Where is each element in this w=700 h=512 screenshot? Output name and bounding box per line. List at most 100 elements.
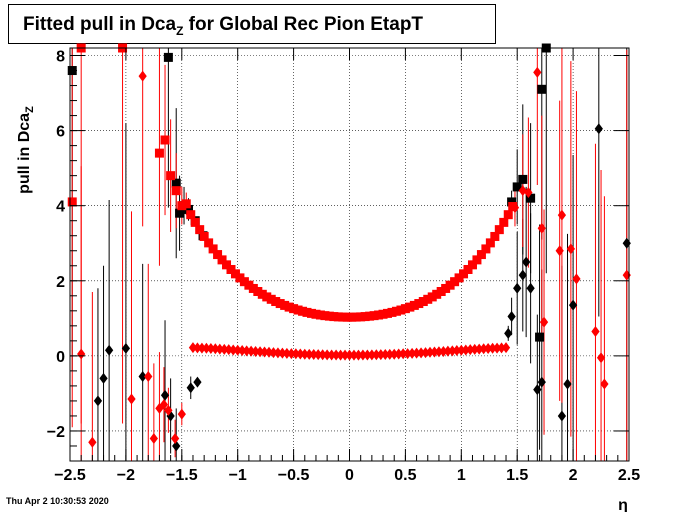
data-point: [340, 349, 350, 361]
data-point: [195, 225, 205, 235]
data-point: [211, 343, 220, 355]
data-point: [251, 345, 260, 357]
data-point: [399, 348, 408, 360]
data-point: [504, 327, 513, 339]
data-point: [77, 348, 86, 360]
data-point: [300, 348, 309, 360]
data-point: [273, 347, 283, 359]
data-point: [121, 342, 131, 354]
data-point: [518, 174, 528, 184]
data-point: [193, 376, 202, 388]
x-tick-label: −0.5: [278, 467, 310, 484]
data-point: [494, 225, 504, 235]
data-point: [287, 348, 296, 360]
y-tick-label: 2: [56, 274, 65, 291]
data-point: [233, 344, 242, 356]
data-point: [171, 178, 181, 188]
data-point: [296, 348, 305, 360]
data-point: [416, 347, 426, 359]
data-point: [202, 342, 211, 354]
data-point: [568, 299, 578, 311]
x-tick-label: 1: [457, 467, 466, 484]
data-markers: [67, 43, 631, 452]
data-point: [403, 348, 412, 360]
title-rest: for Global Rec Pion EtapT: [183, 14, 424, 35]
data-point: [539, 316, 549, 328]
data-point: [220, 343, 229, 355]
data-point: [305, 348, 314, 360]
data-point: [349, 349, 359, 361]
data-point: [197, 342, 207, 354]
data-point: [309, 349, 318, 361]
data-point: [376, 349, 385, 361]
error-bars: [71, 48, 628, 461]
data-point: [594, 123, 603, 135]
y-tick-label: 0: [56, 349, 65, 366]
data-point: [363, 349, 372, 361]
data-point: [318, 349, 327, 361]
data-point: [199, 231, 209, 241]
data-point: [430, 346, 439, 358]
data-point: [566, 243, 575, 255]
data-point: [215, 343, 224, 355]
data-point: [463, 264, 473, 274]
data-point: [563, 378, 572, 390]
data-point: [385, 348, 394, 360]
axis-ticks: [69, 48, 630, 462]
data-point: [269, 347, 278, 359]
y-axis-title: pull in DcaZ: [16, 106, 36, 194]
data-point: [508, 202, 518, 212]
data-point: [475, 343, 484, 355]
data-point: [229, 344, 238, 356]
data-point: [177, 408, 186, 420]
data-point: [160, 389, 170, 401]
data-point: [557, 410, 567, 422]
data-point: [160, 135, 170, 145]
x-tick-label: 1.5: [506, 467, 528, 484]
data-point: [222, 260, 232, 270]
data-point: [457, 344, 466, 356]
data-point: [390, 348, 399, 360]
data-point: [336, 349, 345, 361]
data-point: [175, 208, 185, 218]
data-point: [479, 343, 488, 355]
data-point: [572, 273, 581, 285]
data-point: [105, 344, 114, 356]
data-point: [443, 345, 453, 357]
data-point: [555, 245, 564, 257]
data-point: [537, 84, 547, 94]
data-point: [394, 348, 403, 360]
x-tick-label: 2.5: [618, 467, 640, 484]
data-point: [138, 371, 147, 383]
data-point: [367, 349, 376, 361]
data-point: [208, 244, 218, 254]
data-point: [537, 376, 546, 388]
data-point: [596, 352, 606, 364]
data-point: [204, 238, 214, 248]
x-tick-label: 2: [569, 467, 578, 484]
data-point: [164, 404, 173, 416]
data-point: [472, 255, 482, 265]
x-tick-label: 0.5: [394, 467, 416, 484]
data-point: [381, 349, 390, 361]
data-point: [488, 342, 497, 354]
data-point: [323, 349, 332, 361]
data-point: [278, 347, 287, 359]
data-point: [503, 210, 513, 220]
data-point: [188, 342, 198, 354]
data-point: [497, 342, 506, 354]
data-point: [526, 193, 536, 203]
tick-labels: −2.5 −2 −1.5 −1 −0.5 0 0.5 1 1.5 2 2.5 −2 0 2 4 6 8: [47, 49, 640, 484]
data-point: [345, 349, 354, 361]
data-point: [246, 345, 256, 357]
data-point: [242, 345, 251, 357]
data-point: [499, 217, 509, 227]
data-point: [518, 185, 527, 197]
data-point: [557, 209, 567, 221]
data-point: [622, 269, 631, 281]
data-point: [470, 343, 479, 355]
data-point: [282, 347, 292, 359]
data-point: [314, 349, 323, 361]
data-point: [513, 282, 522, 294]
data-point: [492, 342, 502, 354]
